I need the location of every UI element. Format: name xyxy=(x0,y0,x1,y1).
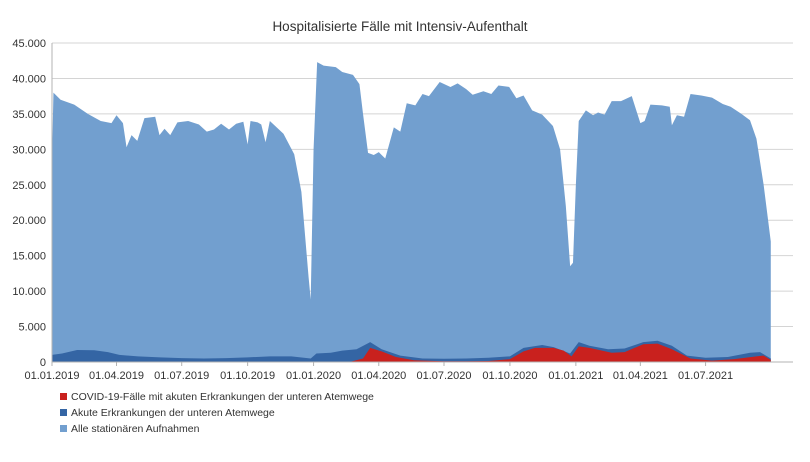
legend-label: Alle stationären Aufnahmen xyxy=(71,423,200,435)
x-tick-label: 01.01.2020 xyxy=(286,370,341,382)
series-area-2 xyxy=(52,343,771,362)
legend-swatch xyxy=(60,393,67,400)
y-tick-label: 15.000 xyxy=(12,251,46,263)
x-tick-label: 01.07.2021 xyxy=(678,370,733,382)
legend: COVID-19-Fälle mit akuten Erkrankungen d… xyxy=(60,391,374,435)
x-tick-label: 01.10.2020 xyxy=(482,370,537,382)
y-tick-label: 30.000 xyxy=(12,144,46,156)
series-area-0 xyxy=(52,62,771,362)
y-tick-label: 40.000 xyxy=(12,73,46,85)
legend-swatch xyxy=(60,425,67,432)
x-tick-label: 01.07.2019 xyxy=(154,370,209,382)
x-tick-label: 01.04.2020 xyxy=(351,370,406,382)
legend-label: COVID-19-Fälle mit akuten Erkrankungen d… xyxy=(71,391,374,403)
x-tick-label: 01.07.2020 xyxy=(416,370,471,382)
legend-label: Akute Erkrankungen der unteren Atemwege xyxy=(71,407,275,419)
y-tick-label: 25.000 xyxy=(12,180,46,192)
x-tick-label: 01.10.2019 xyxy=(220,370,275,382)
x-tick-label: 01.01.2021 xyxy=(548,370,603,382)
y-tick-label: 0 xyxy=(40,357,46,369)
y-tick-label: 20.000 xyxy=(12,215,46,227)
y-tick-label: 45.000 xyxy=(12,38,46,50)
plot-areas xyxy=(52,62,771,362)
x-tick-label: 01.01.2019 xyxy=(24,370,79,382)
x-tick-label: 01.04.2021 xyxy=(613,370,668,382)
legend-swatch xyxy=(60,409,67,416)
y-tick-label: 10.000 xyxy=(12,286,46,298)
y-tick-label: 5.000 xyxy=(18,322,46,334)
x-tick-label: 01.04.2019 xyxy=(89,370,144,382)
chart-title: Hospitalisierte Fälle mit Intensiv-Aufen… xyxy=(272,19,527,34)
y-tick-label: 35.000 xyxy=(12,109,46,121)
axes: 0 5.000 10.000 15.000 20.000 25.000 30.000 35.0… xyxy=(12,38,793,382)
